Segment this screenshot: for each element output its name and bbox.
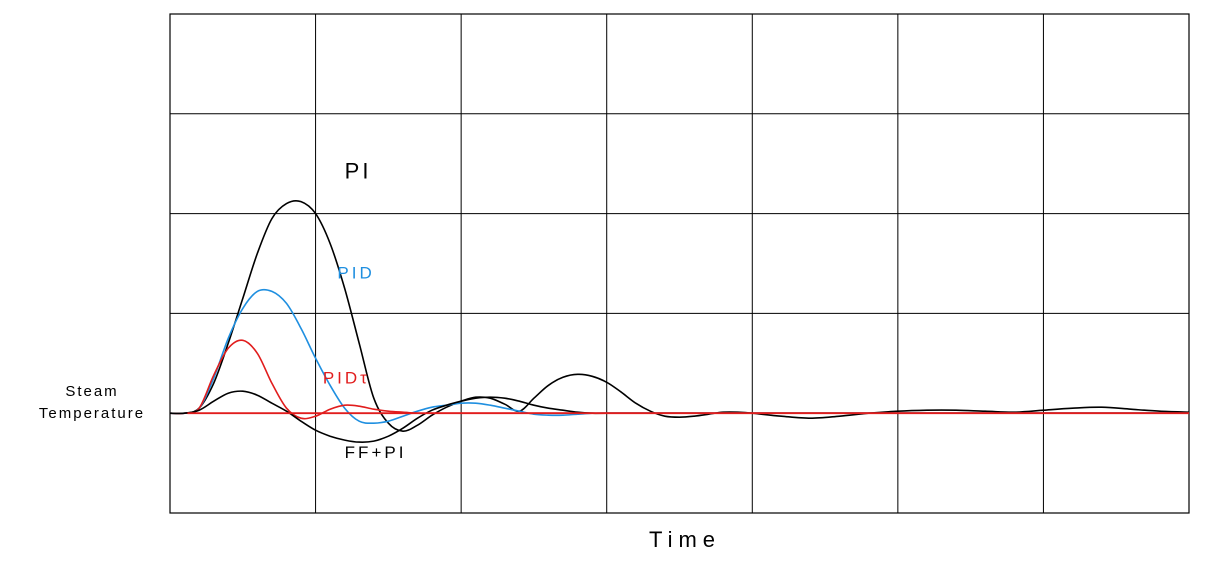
- y-axis-label-line1: Steam: [65, 383, 119, 400]
- series-label-pid: PID: [337, 263, 374, 282]
- x-axis-label: Time: [648, 527, 722, 552]
- series-line-pi: [169, 199, 1190, 433]
- series-line-pid: [169, 288, 1189, 425]
- series-label-ff-pi: FF+PI: [345, 443, 407, 462]
- series-label-pid: PIDτ: [323, 368, 370, 387]
- plot-frame: [169, 13, 1190, 514]
- y-axis-label-line2: Temperature: [38, 405, 146, 422]
- series-label-pi: PI: [345, 159, 372, 184]
